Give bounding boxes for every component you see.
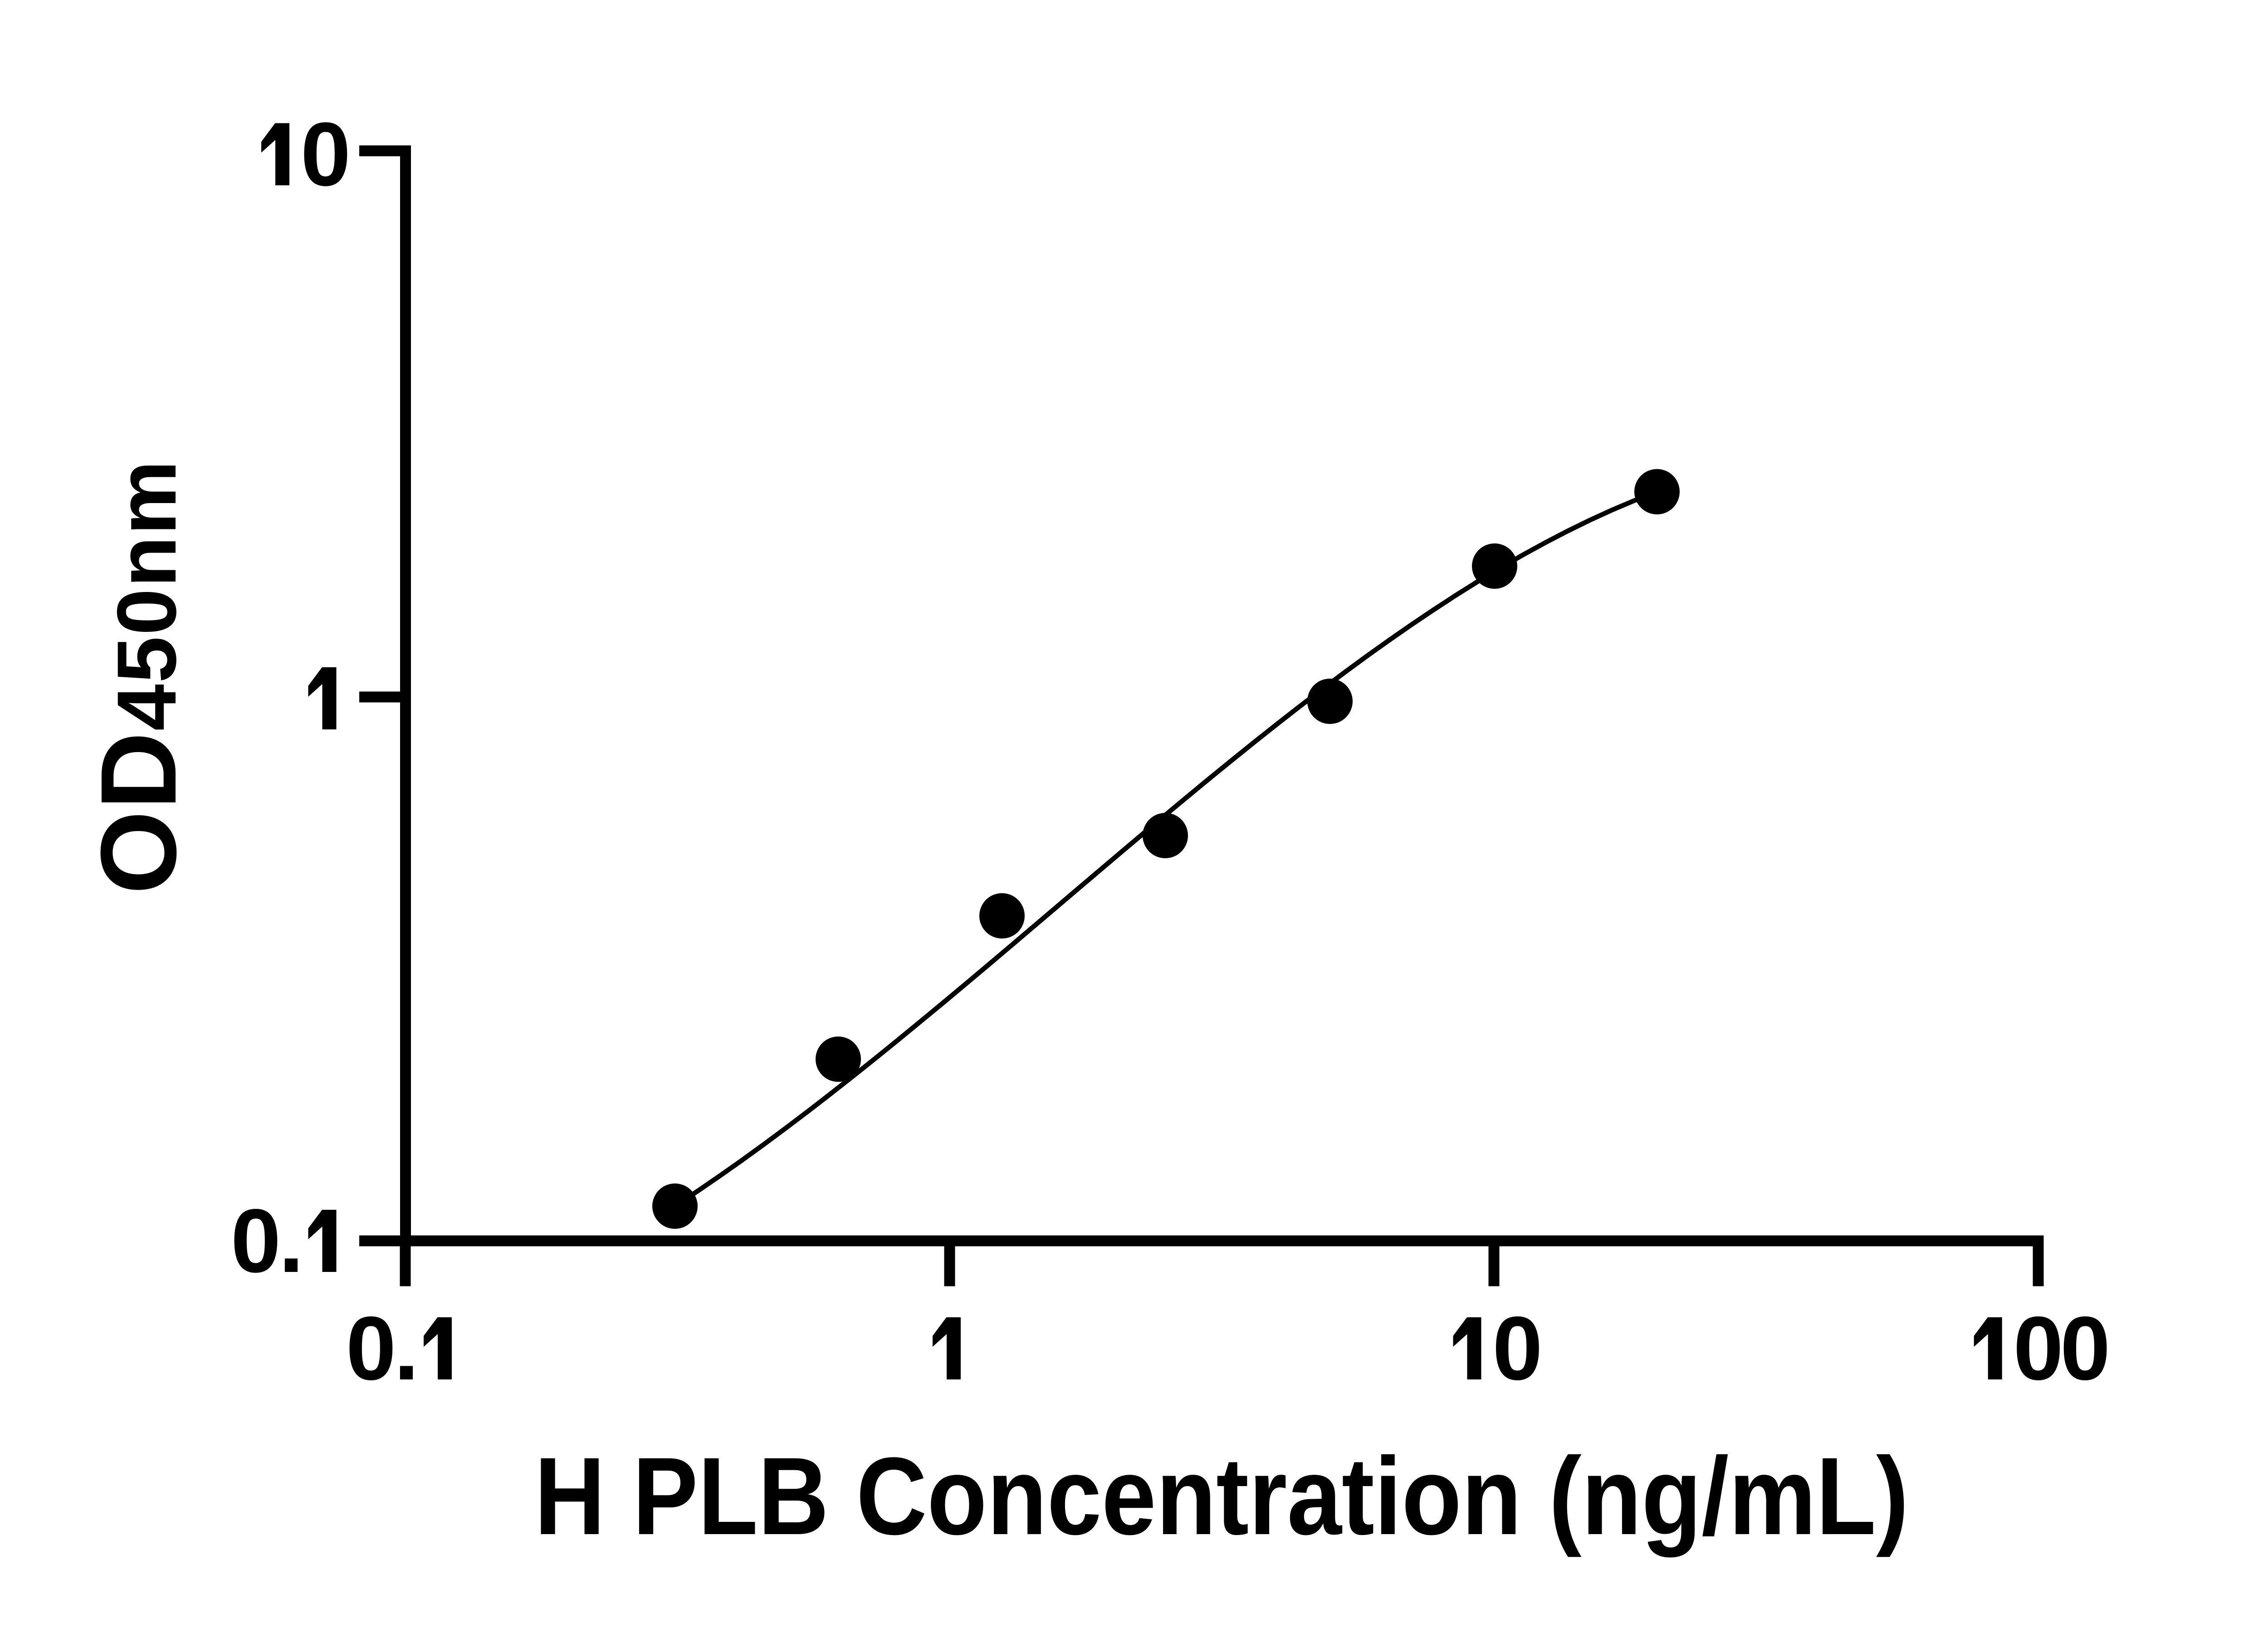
svg-text:0: 0 xyxy=(231,1191,281,1291)
svg-text:OD450nm: OD450nm xyxy=(78,459,199,894)
svg-text:0: 0 xyxy=(346,1298,396,1399)
svg-text:0: 0 xyxy=(2060,1298,2111,1399)
svg-text:0: 0 xyxy=(2013,1298,2063,1399)
svg-text:0: 0 xyxy=(1492,1298,1543,1399)
svg-text:.: . xyxy=(394,1298,419,1399)
svg-text:H PLB Concentration (ng/mL): H PLB Concentration (ng/mL) xyxy=(534,1435,1909,1558)
svg-text:.: . xyxy=(279,1191,303,1291)
svg-text:0: 0 xyxy=(301,104,351,205)
